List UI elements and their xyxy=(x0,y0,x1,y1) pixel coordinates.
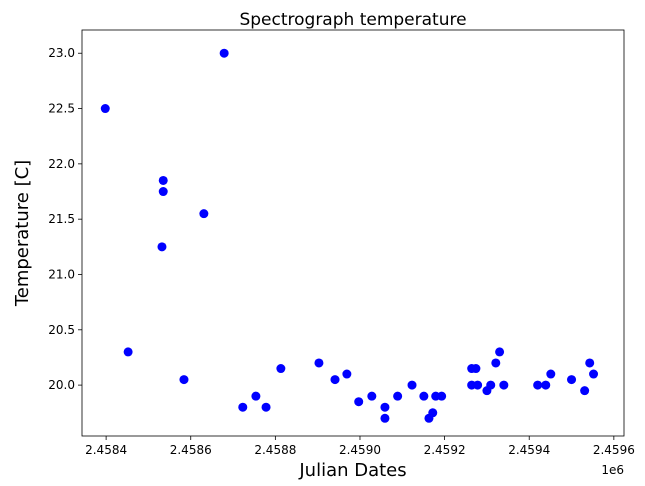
y-tick-label: 20.0 xyxy=(48,378,75,392)
point xyxy=(199,209,209,219)
chart-title: Spectrograph temperature xyxy=(239,10,466,30)
y-tick-label: 22.0 xyxy=(48,157,75,171)
point xyxy=(251,391,261,401)
x-tick-label: 2.4590 xyxy=(339,443,381,457)
point xyxy=(261,402,271,412)
y-tick-label: 21.0 xyxy=(48,267,75,281)
point xyxy=(380,402,390,412)
point xyxy=(546,369,556,379)
point xyxy=(407,380,417,390)
point xyxy=(393,391,403,401)
point xyxy=(238,402,248,412)
point xyxy=(342,369,352,379)
point xyxy=(179,375,189,385)
point xyxy=(219,48,229,58)
point xyxy=(354,397,364,407)
point xyxy=(567,375,577,385)
point xyxy=(123,347,133,357)
point xyxy=(499,380,509,390)
point xyxy=(330,375,340,385)
x-tick-label: 2.4596 xyxy=(593,443,635,457)
y-tick-label: 20.5 xyxy=(48,323,75,337)
point xyxy=(419,391,429,401)
point xyxy=(158,175,168,185)
point xyxy=(314,358,324,368)
point xyxy=(367,391,377,401)
plot-frame xyxy=(81,29,625,437)
x-tick-label: 2.4586 xyxy=(170,443,212,457)
point xyxy=(100,104,110,114)
point xyxy=(471,364,481,374)
point xyxy=(157,242,167,252)
x-axis-label: Julian Dates xyxy=(298,460,406,481)
x-tick-label: 2.4594 xyxy=(508,443,550,457)
point xyxy=(580,386,590,396)
x-offset-label: 1e6 xyxy=(601,463,624,477)
point xyxy=(437,391,447,401)
point xyxy=(428,408,438,418)
x-tick-label: 2.4584 xyxy=(85,443,127,457)
y-tick-label: 23.0 xyxy=(48,46,75,60)
y-tick-label: 22.5 xyxy=(48,102,75,116)
y-tick-label: 21.5 xyxy=(48,212,75,226)
y-axis-label: Temperature [C] xyxy=(12,160,33,307)
point xyxy=(491,358,501,368)
point xyxy=(158,187,168,197)
x-tick-label: 2.4592 xyxy=(424,443,466,457)
point xyxy=(533,380,543,390)
point xyxy=(585,358,595,368)
point xyxy=(486,380,496,390)
point xyxy=(276,364,286,374)
point xyxy=(541,380,551,390)
point xyxy=(589,369,599,379)
point xyxy=(380,413,390,423)
point xyxy=(473,380,483,390)
point xyxy=(495,347,505,357)
x-tick-label: 2.4588 xyxy=(254,443,296,457)
